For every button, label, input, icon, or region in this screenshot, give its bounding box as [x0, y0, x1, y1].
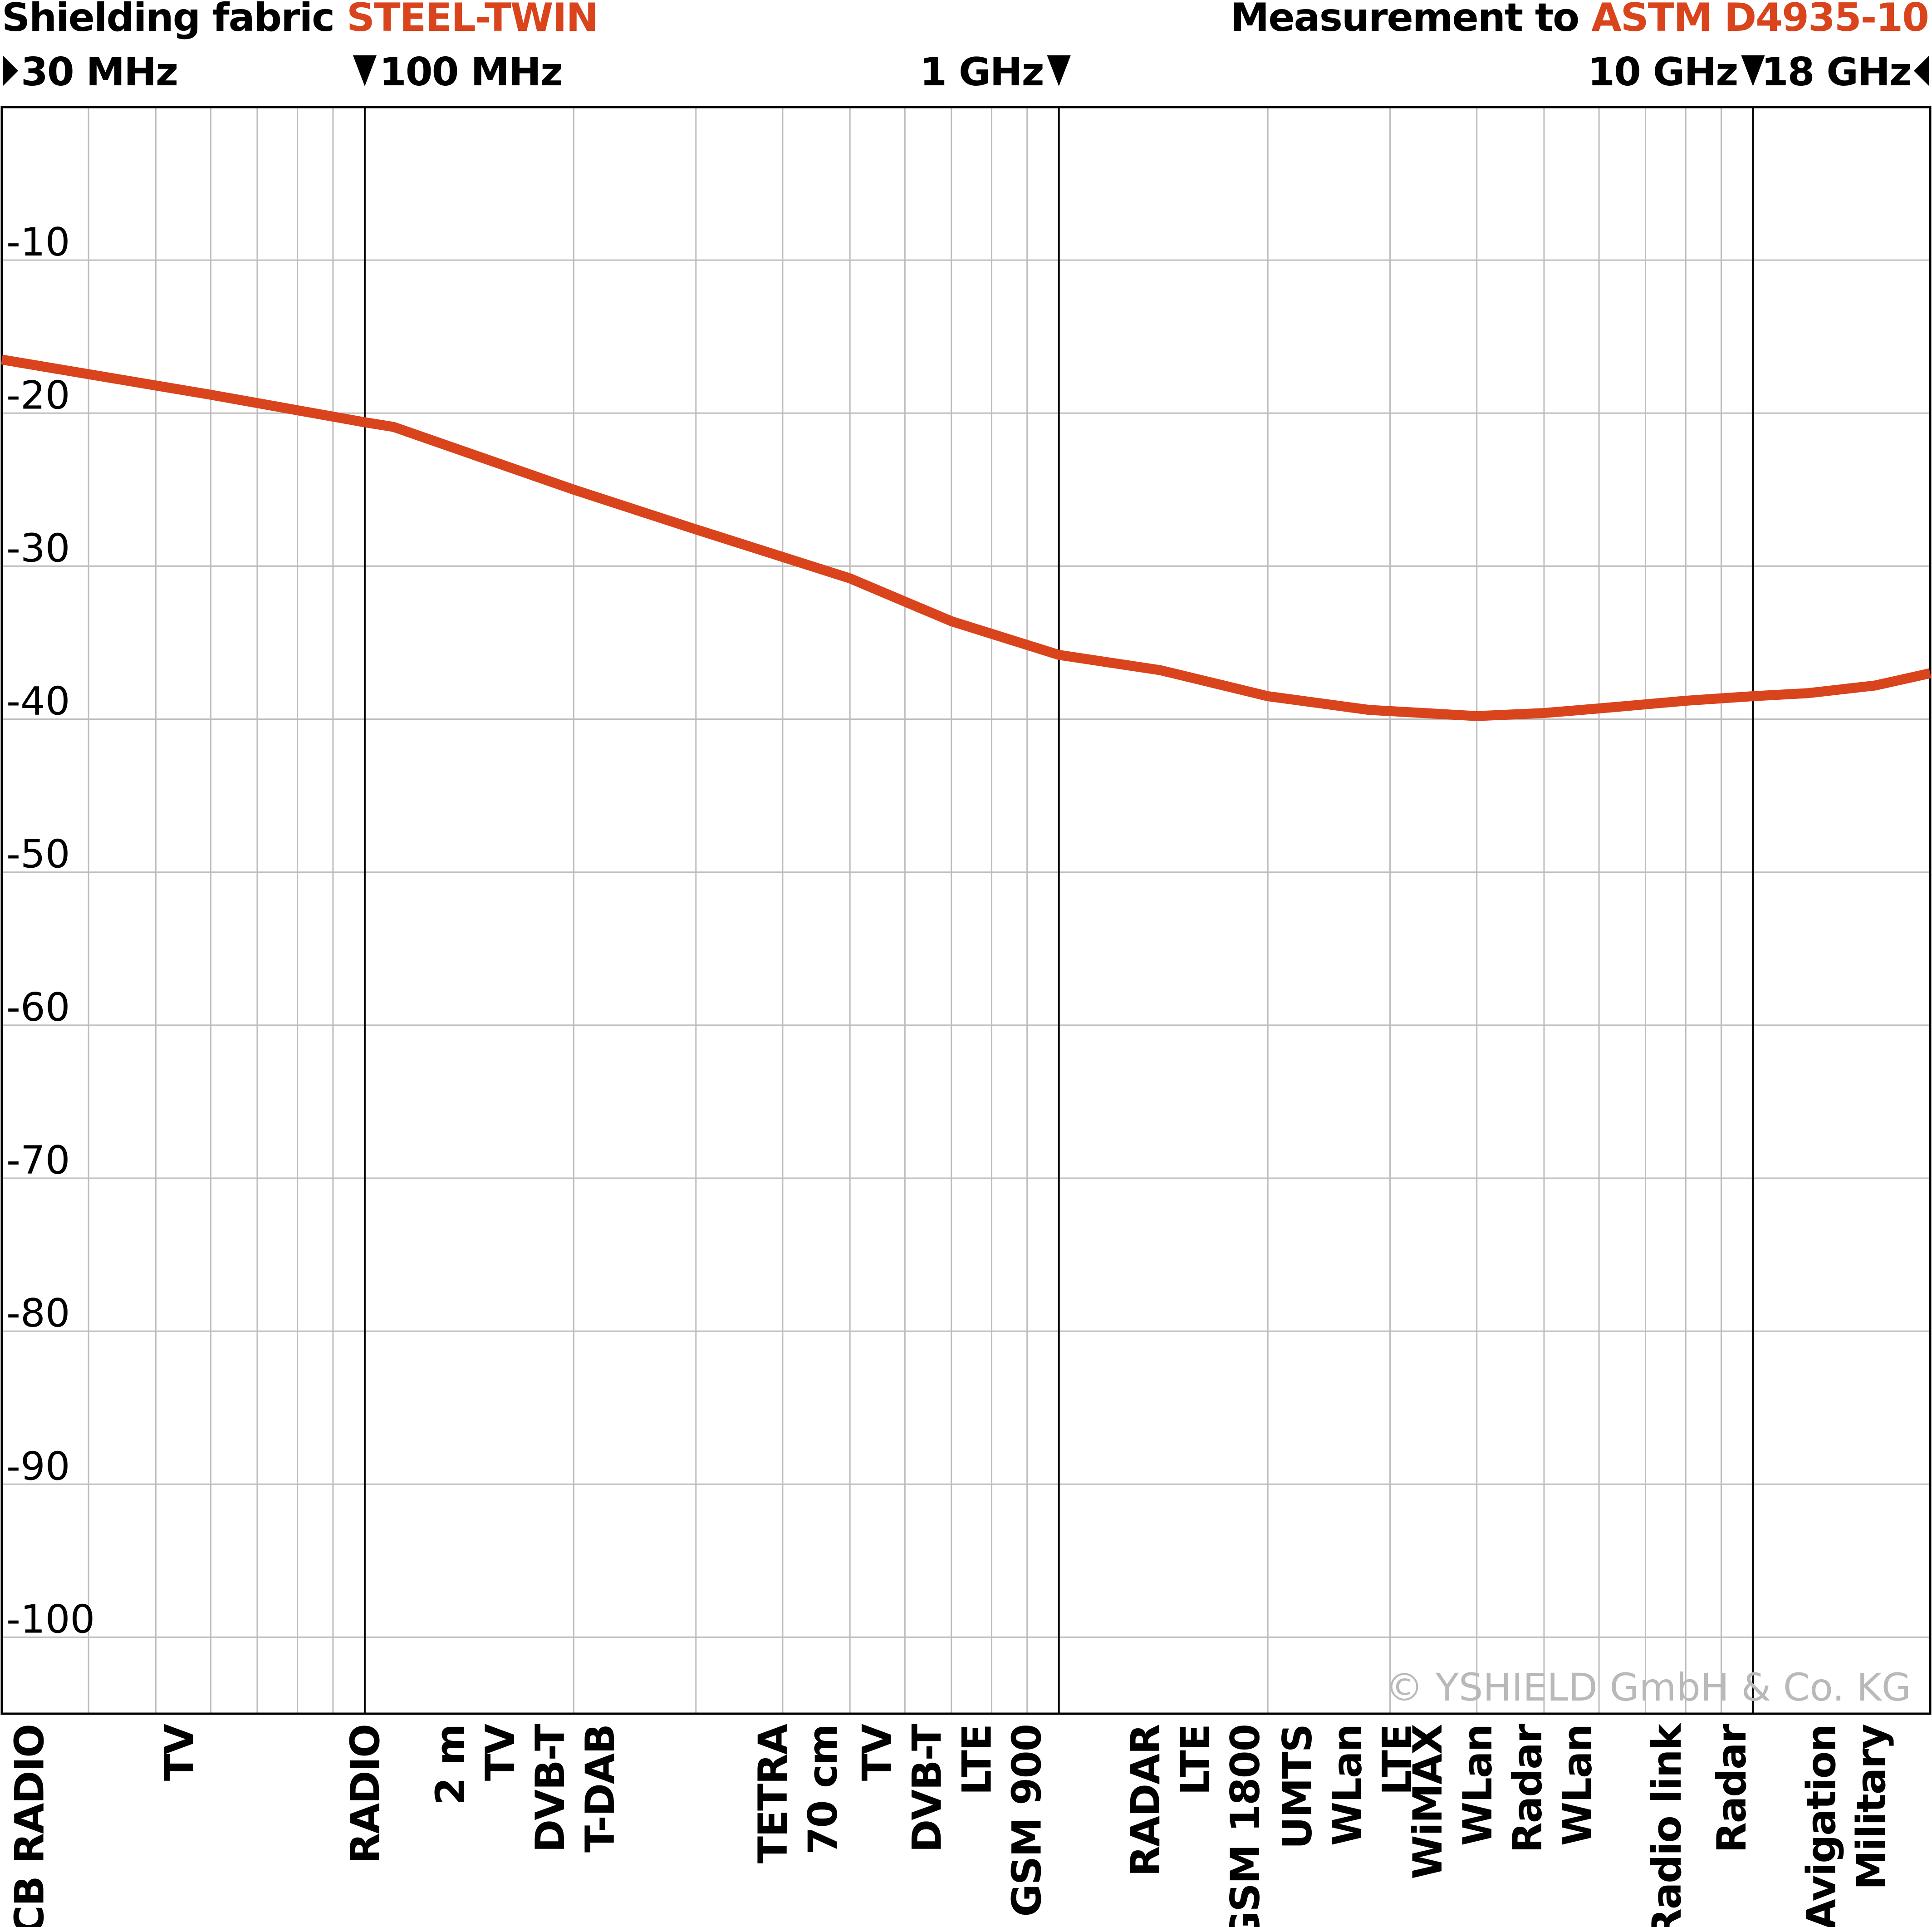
band-label: 70 cm [799, 1725, 846, 1855]
chart-title-prefix: Shielding fabric [2, 0, 347, 40]
band-label: WLan [1324, 1725, 1371, 1846]
y-tick-label: -90 [6, 1444, 70, 1489]
band-label: WLan [1454, 1725, 1501, 1846]
chart-title: Shielding fabric STEEL-TWIN [2, 0, 598, 40]
y-tick-label: -70 [6, 1138, 70, 1183]
marker-arrow-icon [1047, 55, 1071, 86]
measurement-standard-name: ASTM D4935-10 [1591, 0, 1928, 40]
band-label: TV [477, 1724, 524, 1781]
y-tick-label: -50 [6, 832, 70, 877]
marker-arrow-icon [3, 55, 18, 86]
y-tick-label: -10 [6, 220, 70, 265]
band-label: DVB-T [527, 1724, 574, 1853]
chart-title-product: STEEL-TWIN [347, 0, 598, 40]
plot-frame [2, 107, 1930, 1714]
y-tick-label: -40 [6, 679, 70, 724]
band-label: T-DAB [577, 1725, 623, 1853]
plot-grid [2, 107, 1930, 1714]
y-tick-label: -20 [6, 373, 70, 418]
band-label: RADIO [342, 1725, 389, 1863]
band-label: Avigation [1798, 1725, 1845, 1927]
marker-arrow-icon [353, 55, 377, 86]
band-label: TV [853, 1724, 900, 1781]
y-tick-label: -30 [6, 526, 70, 571]
band-label: Radar [1708, 1723, 1755, 1853]
frequency-marker-label: 1 GHz [920, 49, 1043, 95]
y-tick-label: -100 [6, 1597, 95, 1642]
frequency-marker-label: 10 GHz [1588, 49, 1737, 95]
band-label: GSM 900 [1003, 1725, 1050, 1917]
measurement-standard-prefix: Measurement to [1231, 0, 1591, 40]
band-label: RADAR [1122, 1725, 1169, 1877]
frequency-band-labels: CB RADIO TV RADIO 2 m TV DVB-T T-DAB TETRA 70 cm… [6, 1723, 1895, 1927]
band-label: UMTS [1274, 1725, 1321, 1849]
y-tick-label: -60 [6, 985, 70, 1030]
copyright-watermark: © YSHIELD GmbH & Co. KG [1385, 1665, 1911, 1710]
y-tick-label: -80 [6, 1291, 70, 1336]
frequency-markers: 30 MHz 100 MHz 1 GHz 10 GHz 18 GHz [3, 49, 1929, 95]
frequency-marker-label: 18 GHz [1761, 49, 1911, 95]
y-axis-ticks: -10 -20 -30 -40 -50 -60 -70 -80 -90 -100 [6, 220, 95, 1642]
band-label: Radar [1504, 1723, 1551, 1853]
band-label: TETRA [750, 1724, 796, 1863]
band-label: WLan [1554, 1725, 1601, 1846]
band-label: LTE [1172, 1725, 1219, 1795]
frequency-marker-label: 100 MHz [379, 49, 562, 95]
band-label: TV [156, 1724, 203, 1781]
band-label: CB RADIO [6, 1725, 53, 1927]
band-label: GSM 1800 [1222, 1725, 1269, 1927]
measurement-standard: Measurement to ASTM D4935-10 [1231, 0, 1928, 40]
band-label: Military [1848, 1724, 1895, 1890]
band-label: WiMAX [1404, 1724, 1451, 1879]
band-label: Radio link [1643, 1723, 1690, 1927]
frequency-marker-label: 30 MHz [21, 49, 177, 95]
band-label: 2 m [427, 1725, 474, 1805]
band-label: LTE [953, 1725, 1000, 1795]
marker-arrow-icon [1914, 55, 1929, 86]
band-label: DVB-T [903, 1724, 950, 1853]
